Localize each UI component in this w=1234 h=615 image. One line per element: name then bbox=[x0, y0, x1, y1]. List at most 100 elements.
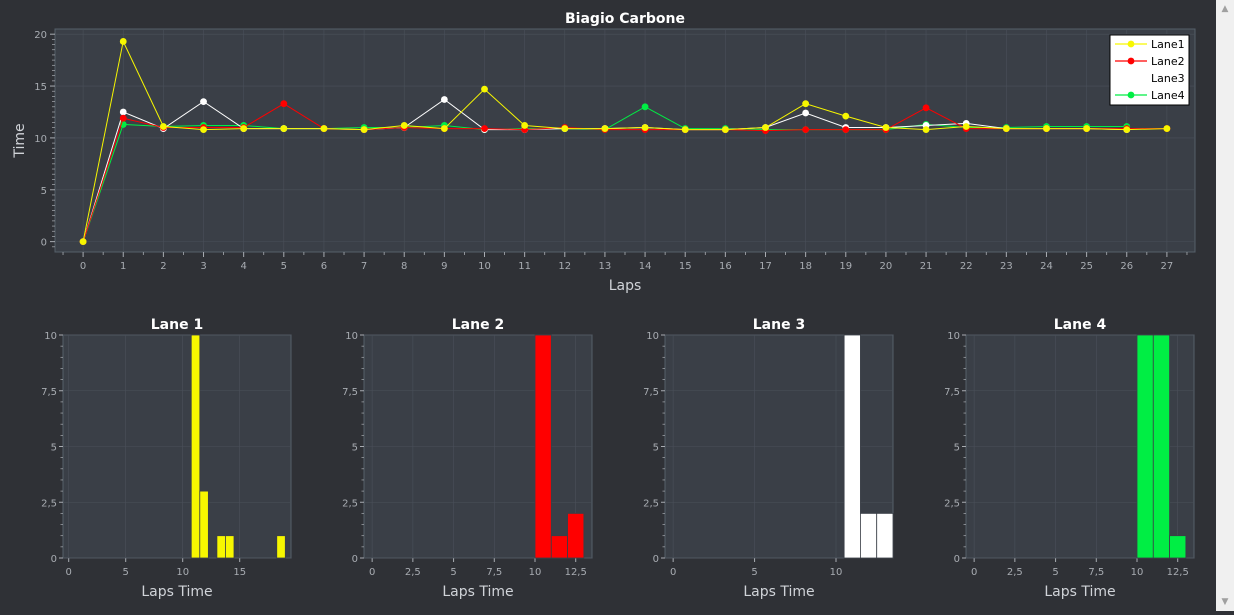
x-tick-label: 10 bbox=[176, 567, 189, 578]
x-axis-label: Laps Time bbox=[442, 584, 513, 600]
y-tick-label: 0 bbox=[954, 554, 960, 565]
x-tick-label: 12,5 bbox=[565, 567, 587, 578]
x-tick-label: 2,5 bbox=[405, 567, 421, 578]
x-tick-label: 8 bbox=[401, 261, 407, 272]
data-point-lane1 bbox=[200, 126, 207, 134]
x-tick-label: 26 bbox=[1120, 261, 1133, 272]
x-tick-label: 12 bbox=[558, 261, 571, 272]
legend-label: Lane3 bbox=[1151, 72, 1185, 85]
y-tick-label: 15 bbox=[34, 82, 47, 93]
x-tick-label: 18 bbox=[799, 261, 812, 272]
plot-area bbox=[54, 28, 1196, 253]
vertical-scrollbar[interactable]: ▲ ▼ bbox=[1216, 0, 1234, 611]
x-tick-label: 9 bbox=[441, 261, 447, 272]
y-tick-label: 7,5 bbox=[643, 387, 659, 398]
histogram-title: Lane 2 bbox=[452, 317, 504, 333]
x-axis-label: Laps Time bbox=[743, 584, 814, 600]
data-point-lane1 bbox=[681, 126, 689, 134]
y-tick-label: 20 bbox=[34, 30, 47, 41]
series-line-lane2 bbox=[82, 103, 1167, 242]
data-point-lane1 bbox=[360, 126, 368, 134]
histogram-bar bbox=[276, 535, 286, 559]
data-point-lane1 bbox=[481, 85, 488, 93]
data-point-lane3 bbox=[119, 108, 127, 116]
histogram-bar bbox=[860, 513, 878, 559]
data-point-lane1 bbox=[922, 126, 930, 134]
data-point-lane1 bbox=[601, 125, 609, 132]
x-tick-label: 23 bbox=[1000, 261, 1013, 272]
x-tick-label: 2,5 bbox=[1007, 567, 1023, 578]
x-tick-label: 17 bbox=[759, 261, 772, 272]
data-point-lane4 bbox=[641, 103, 649, 111]
y-tick-label: 5 bbox=[352, 443, 358, 454]
y-tick-label: 7,5 bbox=[342, 387, 358, 398]
data-point-lane1 bbox=[762, 124, 769, 131]
x-tick-label: 4 bbox=[240, 261, 246, 272]
data-point-lane1 bbox=[1123, 126, 1131, 134]
data-point-lane1 bbox=[962, 123, 970, 130]
x-tick-label: 7 bbox=[361, 261, 367, 272]
x-tick-label: 6 bbox=[321, 261, 327, 272]
histogram-bar bbox=[550, 535, 568, 559]
x-tick-label: 7,5 bbox=[1088, 567, 1104, 578]
x-tick-label: 24 bbox=[1040, 261, 1053, 272]
x-tick-label: 0 bbox=[670, 567, 676, 578]
x-tick-label: 10 bbox=[830, 567, 843, 578]
x-tick-label: 10 bbox=[1131, 567, 1144, 578]
y-tick-label: 10 bbox=[646, 331, 659, 342]
data-point-lane1 bbox=[119, 38, 127, 45]
data-point-lane1 bbox=[1043, 125, 1050, 132]
x-tick-label: 5 bbox=[1052, 567, 1058, 578]
data-point-lane1 bbox=[882, 124, 890, 131]
x-tick-label: 27 bbox=[1161, 261, 1174, 272]
x-tick-label: 10 bbox=[529, 567, 542, 578]
histogram-bar bbox=[567, 513, 585, 559]
data-point-lane2 bbox=[842, 126, 850, 134]
histogram-bar bbox=[843, 334, 861, 559]
x-tick-label: 5 bbox=[751, 567, 757, 578]
data-point-lane2 bbox=[802, 126, 810, 134]
data-point-lane1 bbox=[1163, 125, 1171, 132]
data-point-lane1 bbox=[1002, 125, 1010, 132]
x-tick-label: 1 bbox=[120, 261, 126, 272]
x-tick-label: 25 bbox=[1080, 261, 1093, 272]
y-tick-label: 10 bbox=[345, 331, 358, 342]
legend: Lane1 Lane2 Lane3 Lane4 bbox=[1109, 34, 1190, 106]
x-tick-label: 10 bbox=[478, 261, 491, 272]
y-tick-label: 10 bbox=[44, 331, 57, 342]
x-tick-label: 21 bbox=[920, 261, 933, 272]
y-tick-label: 5 bbox=[653, 443, 659, 454]
y-tick-label: 0 bbox=[41, 238, 47, 249]
legend-swatch-marker bbox=[1127, 91, 1135, 99]
data-point-lane1 bbox=[240, 125, 248, 132]
y-tick-label: 10 bbox=[947, 331, 960, 342]
data-point-lane1 bbox=[802, 100, 810, 108]
legend-box bbox=[1109, 34, 1190, 106]
x-tick-label: 12,5 bbox=[1167, 567, 1189, 578]
y-tick-label: 5 bbox=[41, 186, 47, 197]
scroll-up-arrow-icon[interactable]: ▲ bbox=[1221, 4, 1229, 14]
data-point-lane3 bbox=[802, 109, 810, 117]
series-line-lane1 bbox=[82, 39, 1167, 242]
line-chart: 0 1 2 3 4 5 6 7 8 9 10 11 12 13 14 15 16 17 18 19 20 21 22 23 24… bbox=[12, 11, 1196, 294]
x-tick-label: 5 bbox=[281, 261, 287, 272]
y-tick-label: 2,5 bbox=[944, 498, 960, 509]
x-tick-label: 7,5 bbox=[486, 567, 502, 578]
scroll-down-arrow-icon[interactable]: ▼ bbox=[1221, 597, 1229, 607]
chart-dashboard: 0 1 2 3 4 5 6 7 8 9 10 11 12 13 14 15 16 17 18 19 20 21 22 23 24… bbox=[12, 11, 1196, 600]
x-tick-label: 5 bbox=[123, 567, 129, 578]
histogram-bar bbox=[216, 535, 226, 559]
x-axis-label: Laps Time bbox=[1044, 584, 1115, 600]
legend-swatch-marker bbox=[1127, 57, 1135, 65]
x-tick-label: 0 bbox=[369, 567, 375, 578]
histogram-bar bbox=[190, 334, 201, 559]
y-tick-label: 0 bbox=[51, 554, 57, 565]
x-axis-label: Laps bbox=[609, 278, 642, 294]
y-tick-label: 7,5 bbox=[944, 387, 960, 398]
x-tick-label: 0 bbox=[66, 567, 72, 578]
histogram-bar bbox=[199, 490, 209, 559]
x-tick-label: 19 bbox=[839, 261, 852, 272]
x-tick-label: 16 bbox=[719, 261, 732, 272]
x-tick-label: 0 bbox=[80, 261, 86, 272]
y-axis-label: Time bbox=[12, 123, 28, 158]
